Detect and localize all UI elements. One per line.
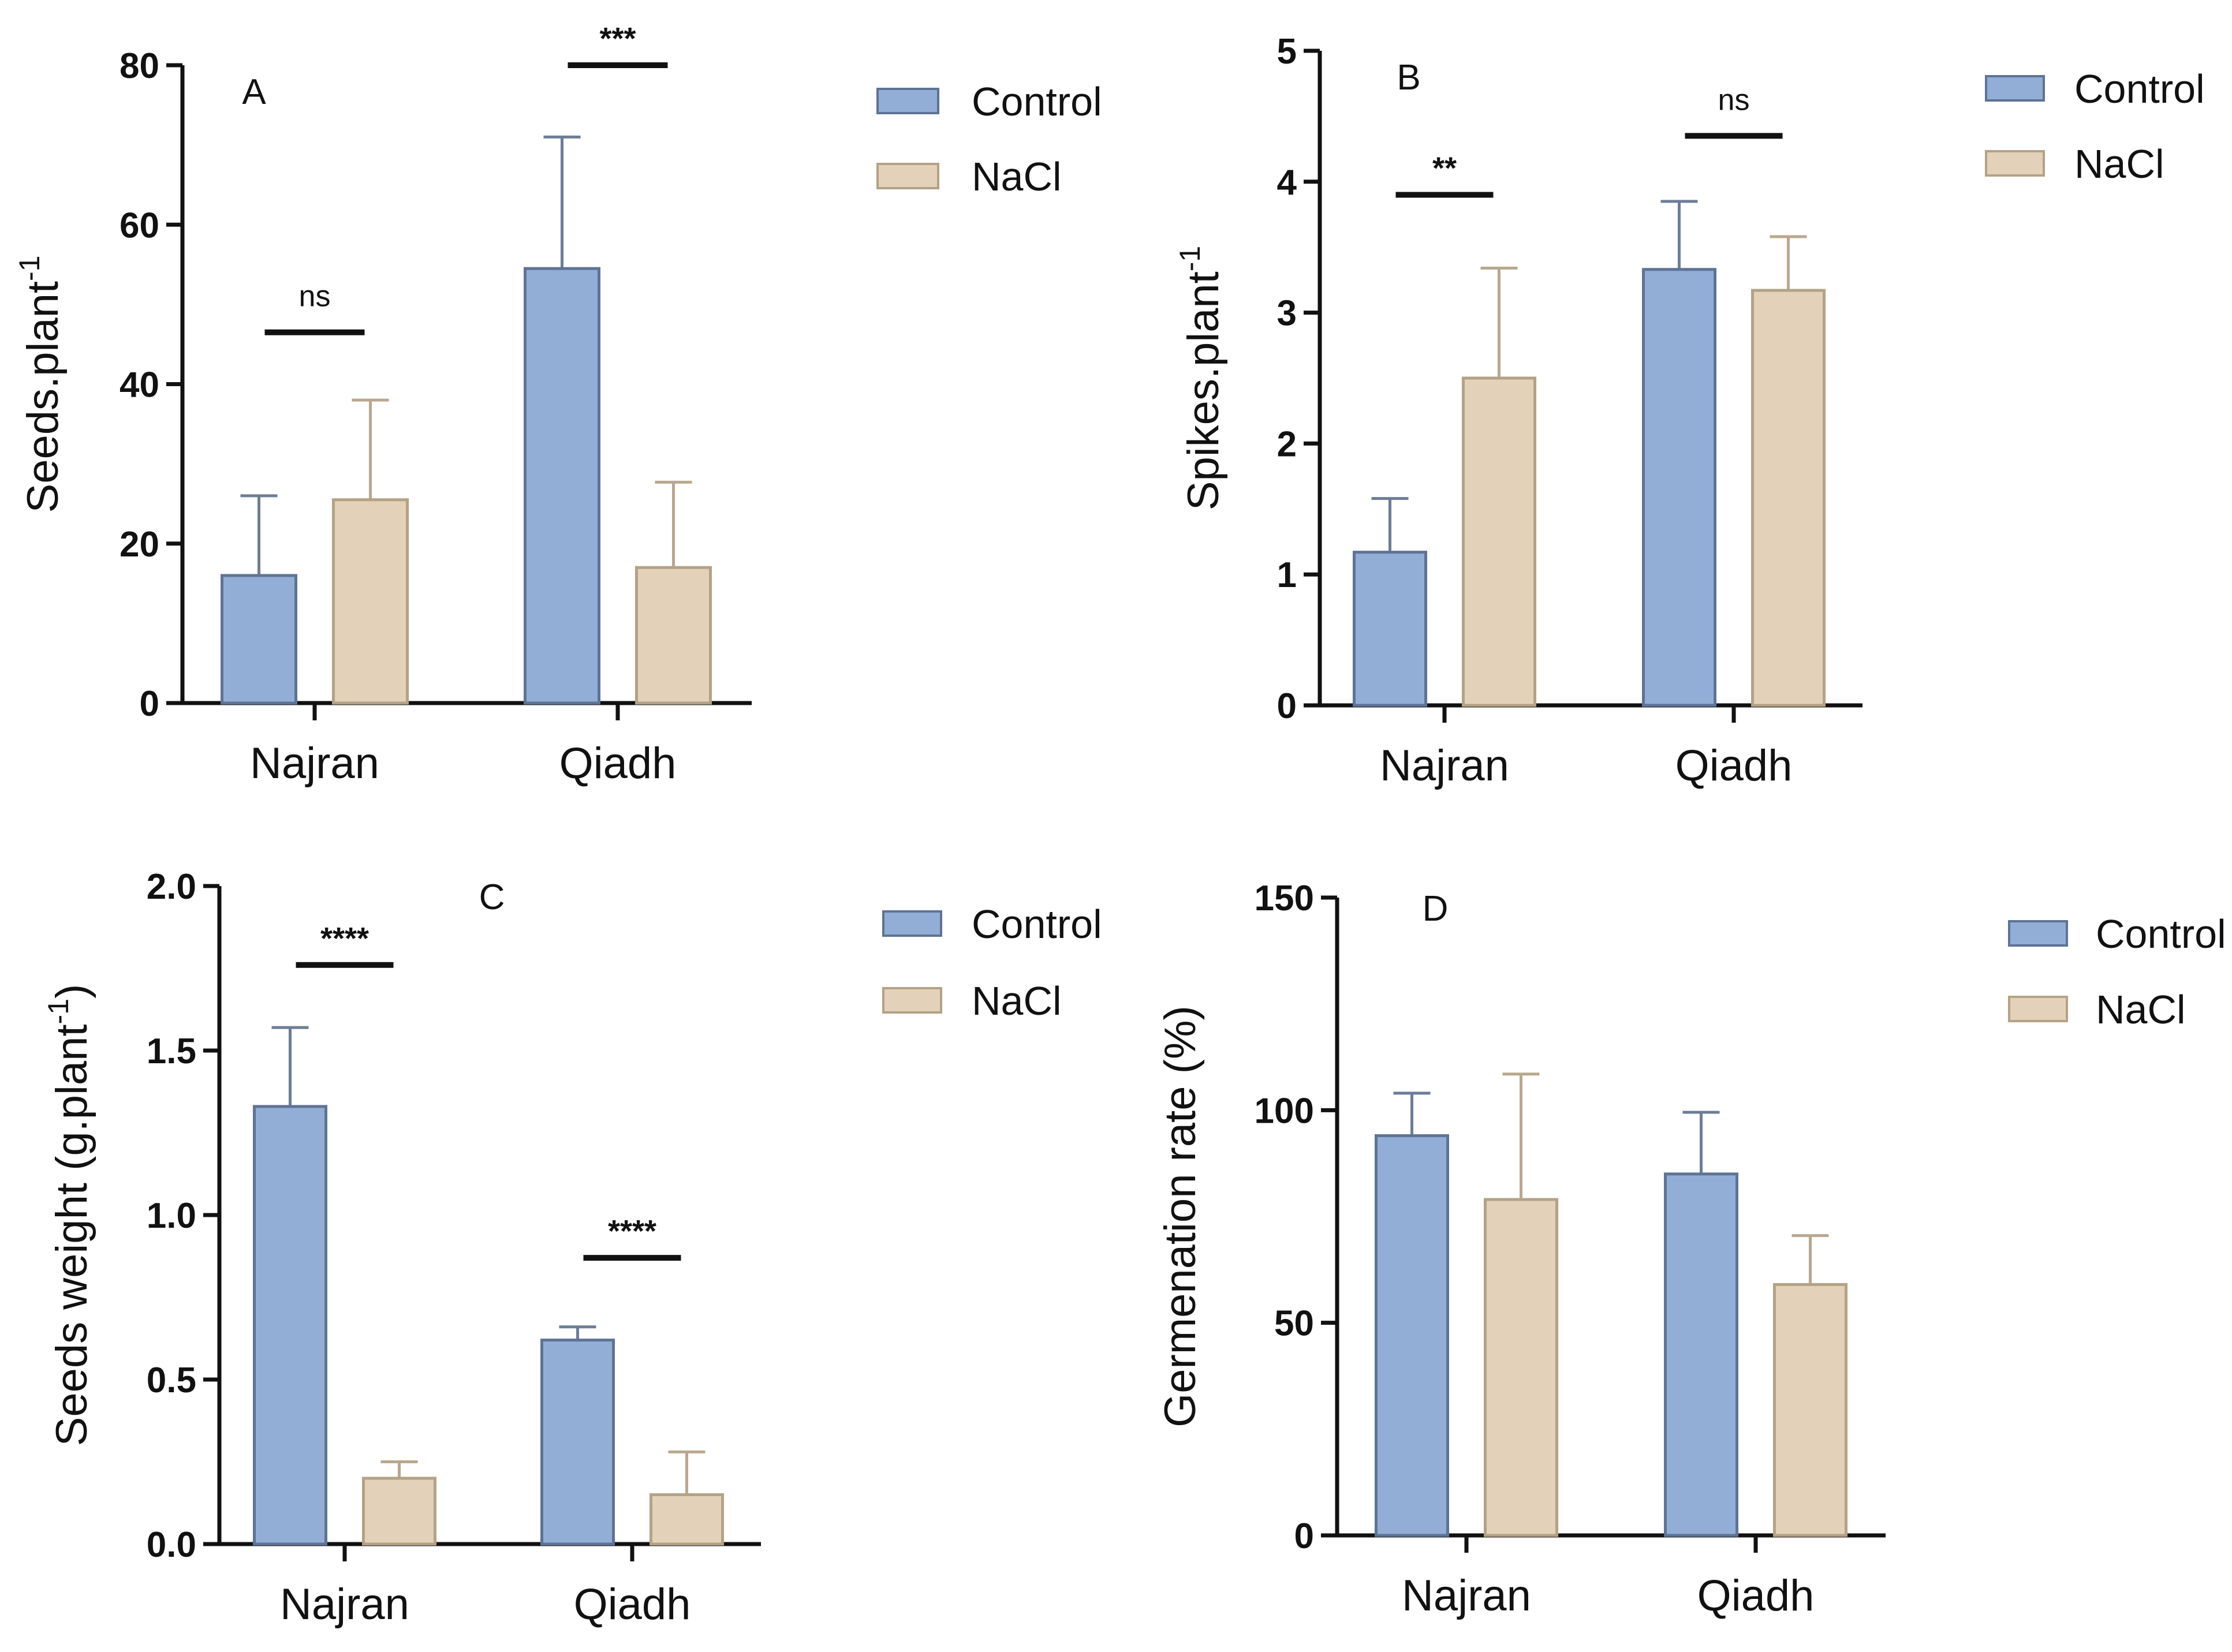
- legend-label-control: Control: [972, 79, 1102, 124]
- legend-label-nacl: NaCl: [2074, 141, 2164, 186]
- legend-label-nacl: NaCl: [972, 154, 1062, 199]
- legend-label-nacl: NaCl: [2096, 987, 2186, 1032]
- bar-nacl-qiadh: [650, 1493, 724, 1546]
- y-tick-label: 0: [1294, 1516, 1314, 1556]
- significance-label: ****: [608, 1214, 656, 1249]
- bar-nacl-qiadh: [1751, 289, 1826, 707]
- chart-panel-a: 0 20 40 60 80 Najran Qiadh ns *** A Seeds.plant-1 C…: [13, 21, 1102, 788]
- significance-label: ***: [599, 21, 636, 56]
- y-axis-label: Seeds.plant-1: [13, 256, 68, 513]
- bar-control-najran: [1375, 1134, 1449, 1537]
- bar-control-qiadh: [1664, 1172, 1738, 1537]
- chart-panel-c: 0.0 0.5 1.0 1.5 2.0 Najran Qiadh **** **** C Seeds…: [42, 867, 1102, 1629]
- bar-nacl-najran: [1484, 1198, 1558, 1537]
- bar-nacl-najran: [332, 498, 409, 705]
- y-tick-label: 5: [1277, 32, 1297, 72]
- panel-letter: C: [479, 877, 505, 917]
- legend-swatch-nacl: [1985, 150, 2045, 177]
- y-tick-label: 150: [1255, 879, 1314, 918]
- bar-nacl-qiadh: [635, 566, 712, 705]
- panel-letter: A: [242, 72, 266, 112]
- bar-nacl-najran: [1462, 376, 1536, 707]
- bar-control-najran: [1353, 551, 1427, 707]
- panel-letter: B: [1397, 58, 1420, 98]
- legend-swatch-control: [2008, 920, 2068, 947]
- bar-nacl-qiadh: [1773, 1283, 1847, 1537]
- bar-control-najran: [253, 1105, 327, 1546]
- bar-control-qiadh: [1642, 268, 1716, 707]
- legend-swatch-nacl: [876, 163, 939, 189]
- significance-label: ns: [299, 280, 331, 313]
- legend: Control NaCl: [876, 79, 1102, 199]
- y-tick-label: 1.0: [147, 1196, 196, 1236]
- x-tick-label: Qiadh: [559, 739, 677, 788]
- y-tick-label: 2: [1277, 424, 1297, 464]
- y-tick-label: 1: [1277, 555, 1297, 595]
- significance-label: **: [1432, 151, 1457, 185]
- legend-label-control: Control: [972, 902, 1102, 947]
- y-tick-label: 50: [1274, 1304, 1314, 1344]
- x-tick-label: Najran: [250, 739, 379, 788]
- y-tick-label: 1.5: [147, 1031, 196, 1071]
- y-tick-label: 80: [120, 46, 159, 86]
- y-tick-label: 0.0: [147, 1525, 196, 1565]
- y-tick-label: 2.0: [147, 867, 196, 907]
- bar-nacl-najran: [362, 1477, 436, 1546]
- legend: Control NaCl: [2008, 911, 2226, 1032]
- legend-swatch-control: [876, 88, 939, 114]
- x-tick-label: Najran: [1380, 741, 1509, 790]
- legend: Control NaCl: [882, 902, 1102, 1023]
- legend-label-control: Control: [2096, 911, 2226, 956]
- panel-letter: D: [1423, 889, 1449, 929]
- x-tick-label: Qiadh: [574, 1580, 691, 1629]
- y-tick-label: 40: [120, 365, 159, 405]
- x-tick-label: Qiadh: [1675, 741, 1793, 790]
- bar-control-najran: [221, 574, 297, 705]
- significance-label: ****: [320, 921, 369, 956]
- y-tick-label: 20: [120, 525, 159, 565]
- y-axis-label: Germenation rate (%): [1156, 1006, 1205, 1427]
- y-tick-label: 0.5: [147, 1361, 196, 1400]
- legend-swatch-nacl: [2008, 996, 2068, 1022]
- legend-swatch-control: [882, 910, 942, 937]
- legend-swatch-control: [1985, 75, 2045, 102]
- x-tick-label: Najran: [1402, 1571, 1531, 1620]
- legend-label-control: Control: [2074, 66, 2205, 111]
- legend: Control NaCl: [1985, 66, 2205, 186]
- bar-control-qiadh: [540, 1339, 615, 1546]
- y-axis-label: Seeds weight (g.plant-1): [42, 984, 96, 1447]
- y-axis-label: Spikes.plant-1: [1174, 246, 1228, 511]
- y-tick-label: 4: [1277, 163, 1297, 203]
- legend-label-nacl: NaCl: [972, 978, 1062, 1023]
- legend-swatch-nacl: [882, 987, 942, 1014]
- chart-panel-d: 0 50 100 150 Najran Qiadh D Germenation rate (%…: [1156, 879, 2226, 1620]
- y-tick-label: 0: [1277, 686, 1297, 726]
- y-tick-label: 0: [140, 684, 159, 724]
- y-tick-label: 3: [1277, 294, 1297, 334]
- y-tick-label: 100: [1255, 1091, 1314, 1131]
- y-tick-label: 60: [120, 205, 159, 245]
- chart-panel-b: 0 1 2 3 4 5 Najran Qiadh ** ns B Spikes.plant-1 Cont…: [1174, 32, 2205, 790]
- bar-control-qiadh: [524, 267, 600, 705]
- x-tick-label: Najran: [280, 1580, 409, 1629]
- x-tick-label: Qiadh: [1697, 1571, 1815, 1620]
- significance-label: ns: [1718, 83, 1750, 117]
